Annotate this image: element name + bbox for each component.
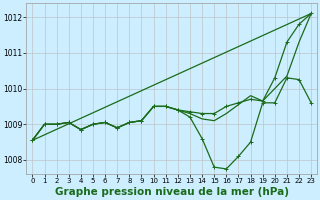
X-axis label: Graphe pression niveau de la mer (hPa): Graphe pression niveau de la mer (hPa) [55, 187, 289, 197]
